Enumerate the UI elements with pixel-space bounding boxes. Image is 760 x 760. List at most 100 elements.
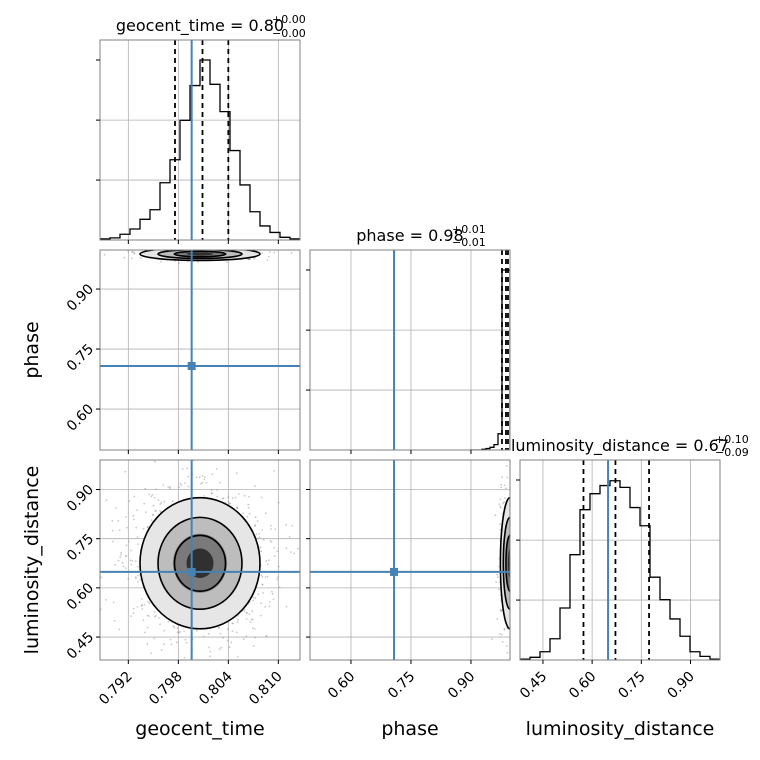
contour-2 (173, 250, 227, 258)
scatter-point (285, 523, 287, 526)
scatter-point (134, 576, 137, 578)
scatter-point (498, 565, 500, 568)
scatter-point (252, 645, 255, 647)
scatter-point (261, 252, 264, 255)
scatter-point (120, 551, 122, 554)
scatter-point (223, 246, 225, 248)
scatter-point (270, 541, 273, 543)
scatter-point (514, 567, 516, 569)
scatter-point (512, 584, 514, 586)
scatter-point (217, 627, 220, 629)
scatter-point (188, 247, 190, 249)
scatter-point (266, 575, 269, 578)
scatter-point (276, 550, 279, 552)
scatter-point (237, 493, 240, 495)
scatter-point (152, 514, 154, 517)
panel-luminosity_distance-luminosity_distance: 0.45 0.60 0.75 0.90 (516, 459, 721, 702)
scatter-point (517, 551, 519, 553)
scatter-point (75, 568, 77, 570)
scatter-point (512, 583, 514, 585)
scatter-point (514, 572, 516, 574)
panel-geocent_time-phase: 0.60 0.75 0.90 (64, 244, 301, 454)
ylabel-phase: phase (21, 321, 43, 378)
scatter-point (210, 492, 213, 494)
scatter-point (256, 537, 259, 540)
scatter-point (148, 493, 151, 496)
scatter-point (111, 519, 114, 522)
scatter-point (165, 440, 167, 442)
scatter-point (111, 529, 114, 532)
scatter-point (229, 246, 231, 248)
scatter-point (499, 632, 501, 635)
panel-phase-luminosity_distance: 0.60 0.75 0.90 (306, 459, 519, 702)
scatter-point (165, 245, 167, 247)
scatter-point (137, 574, 139, 577)
contour-0 (139, 250, 261, 262)
scatter-point (148, 615, 151, 617)
scatter-point (202, 635, 205, 638)
scatter-point (155, 510, 158, 512)
scatter-point (511, 569, 513, 571)
scatter-point (491, 638, 493, 641)
scatter-point (221, 497, 224, 500)
scatter-point (179, 246, 181, 248)
scatter-point (177, 631, 180, 634)
scatter-point (512, 617, 514, 619)
scatter-point (243, 610, 246, 612)
scatter-point (247, 506, 250, 509)
scatter-point (178, 486, 181, 489)
scatter-point (218, 648, 221, 651)
scatter-point (219, 481, 221, 484)
scatter-point (100, 576, 102, 579)
scatter-point (291, 525, 294, 527)
scatter-point (127, 577, 130, 580)
scatter-point (225, 261, 228, 263)
hist-luminosity_distance (520, 480, 720, 660)
scatter-point (189, 244, 191, 246)
scatter-point (513, 554, 515, 556)
contour-1 (157, 250, 243, 260)
scatter-point (511, 620, 513, 622)
scatter-point (514, 610, 516, 612)
scatter-point (251, 610, 254, 613)
scatter-point (158, 617, 160, 619)
scatter-point (516, 575, 518, 577)
scatter-point (180, 417, 182, 419)
scatter-point (152, 513, 154, 516)
scatter-point (230, 641, 233, 644)
scatter-point (514, 538, 516, 540)
scatter-point (197, 261, 200, 263)
scatter-point (512, 578, 514, 580)
scatter-point (513, 594, 515, 596)
scatter-point (112, 540, 114, 543)
scatter-point (515, 529, 517, 531)
title-luminosity-distance-plus: +0.10 (715, 433, 749, 446)
scatter-point (226, 639, 229, 642)
scatter-point (176, 627, 179, 629)
scatter-point (511, 581, 513, 583)
scatter-point (132, 514, 135, 517)
scatter-point (253, 628, 256, 630)
scatter-point (513, 542, 515, 544)
scatter-point (273, 546, 275, 549)
scatter-point (290, 252, 293, 254)
scatter-point (155, 488, 158, 491)
scatter-point (514, 522, 516, 524)
scatter-point (514, 553, 516, 555)
scatter-point (146, 643, 149, 646)
panel-content (310, 250, 510, 450)
scatter-point (254, 524, 256, 527)
scatter-point (513, 585, 515, 587)
scatter-point (277, 576, 279, 579)
title-luminosity-distance: luminosity_distance = 0.67 (511, 436, 729, 456)
scatter-point (232, 622, 235, 625)
scatter-point (136, 606, 139, 608)
scatter-point (195, 476, 198, 479)
scatter-point (498, 581, 501, 584)
scatter-point (187, 475, 190, 478)
scatter-point (136, 509, 139, 512)
scatter-point (516, 589, 518, 591)
scatter-point (513, 571, 515, 573)
scatter-point (252, 596, 255, 599)
scatter-point (505, 464, 508, 467)
